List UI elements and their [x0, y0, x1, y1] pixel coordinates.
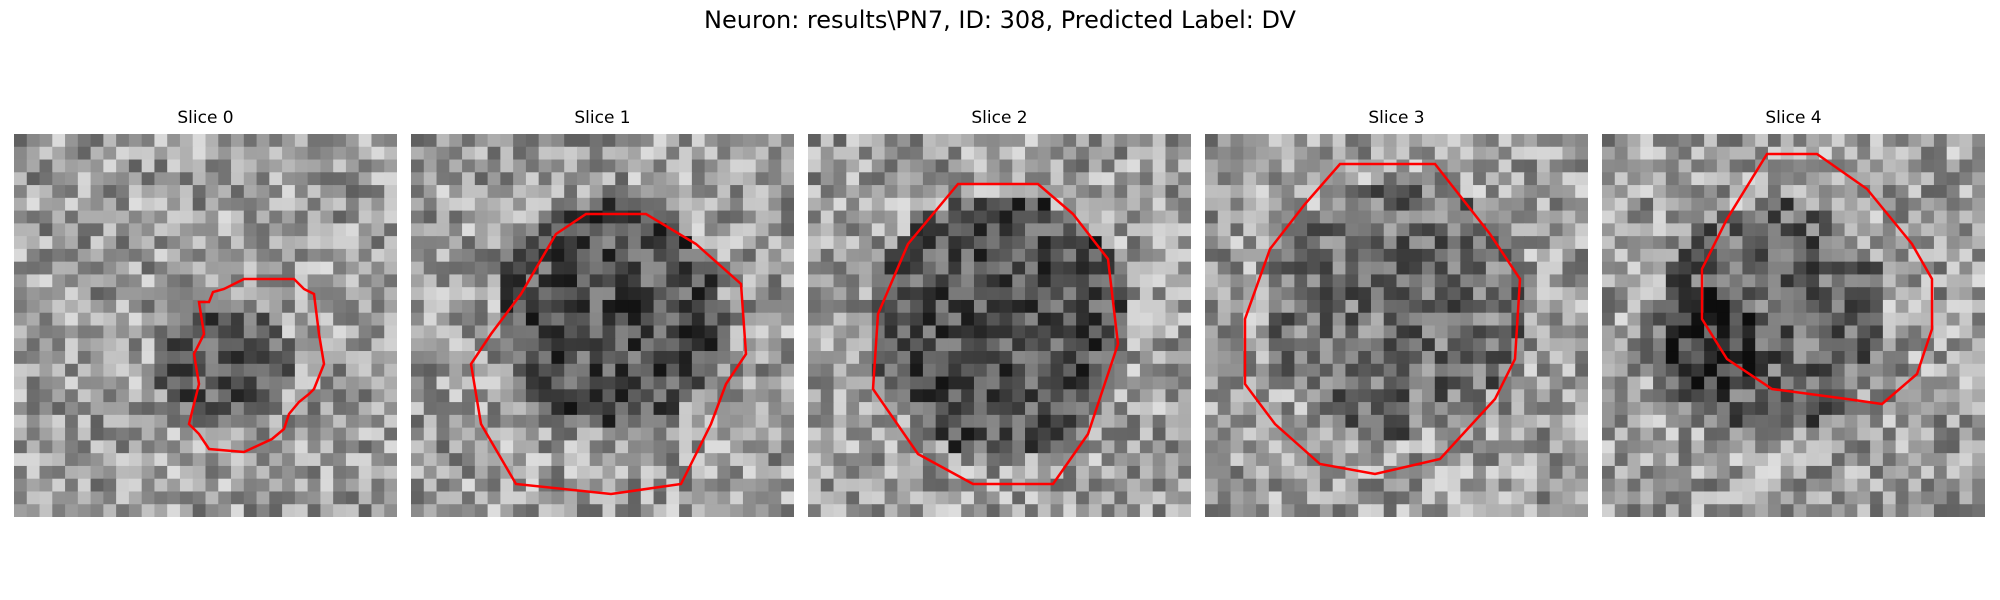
slice-panel-0: Slice 0	[14, 108, 397, 517]
slice-image	[808, 134, 1191, 517]
pixel-grid	[1602, 134, 1985, 517]
pixel-grid	[14, 134, 397, 517]
roi-contour	[1700, 152, 1934, 406]
pixel-grid	[808, 134, 1191, 517]
slice-image	[1205, 134, 1588, 517]
figure-title: Neuron: results\PN7, ID: 308, Predicted …	[704, 6, 1296, 34]
pixel-grid	[1205, 134, 1588, 517]
slice-title: Slice 4	[1765, 108, 1822, 128]
slice-image	[14, 134, 397, 517]
pixel-grid	[411, 134, 794, 517]
slice-panel-4: Slice 4	[1602, 108, 1985, 517]
roi-contour	[187, 277, 326, 454]
slice-panel-1: Slice 1	[411, 108, 794, 517]
slice-title: Slice 1	[574, 108, 631, 128]
slice-title: Slice 0	[177, 108, 234, 128]
roi-contour	[871, 182, 1120, 486]
roi-contour	[1243, 162, 1522, 476]
roi-contour	[469, 212, 748, 496]
slice-title: Slice 3	[1368, 108, 1425, 128]
slice-image	[411, 134, 794, 517]
slice-image	[1602, 134, 1985, 517]
slice-panel-3: Slice 3	[1205, 108, 1588, 517]
slice-title: Slice 2	[971, 108, 1028, 128]
slice-panel-2: Slice 2	[808, 108, 1191, 517]
